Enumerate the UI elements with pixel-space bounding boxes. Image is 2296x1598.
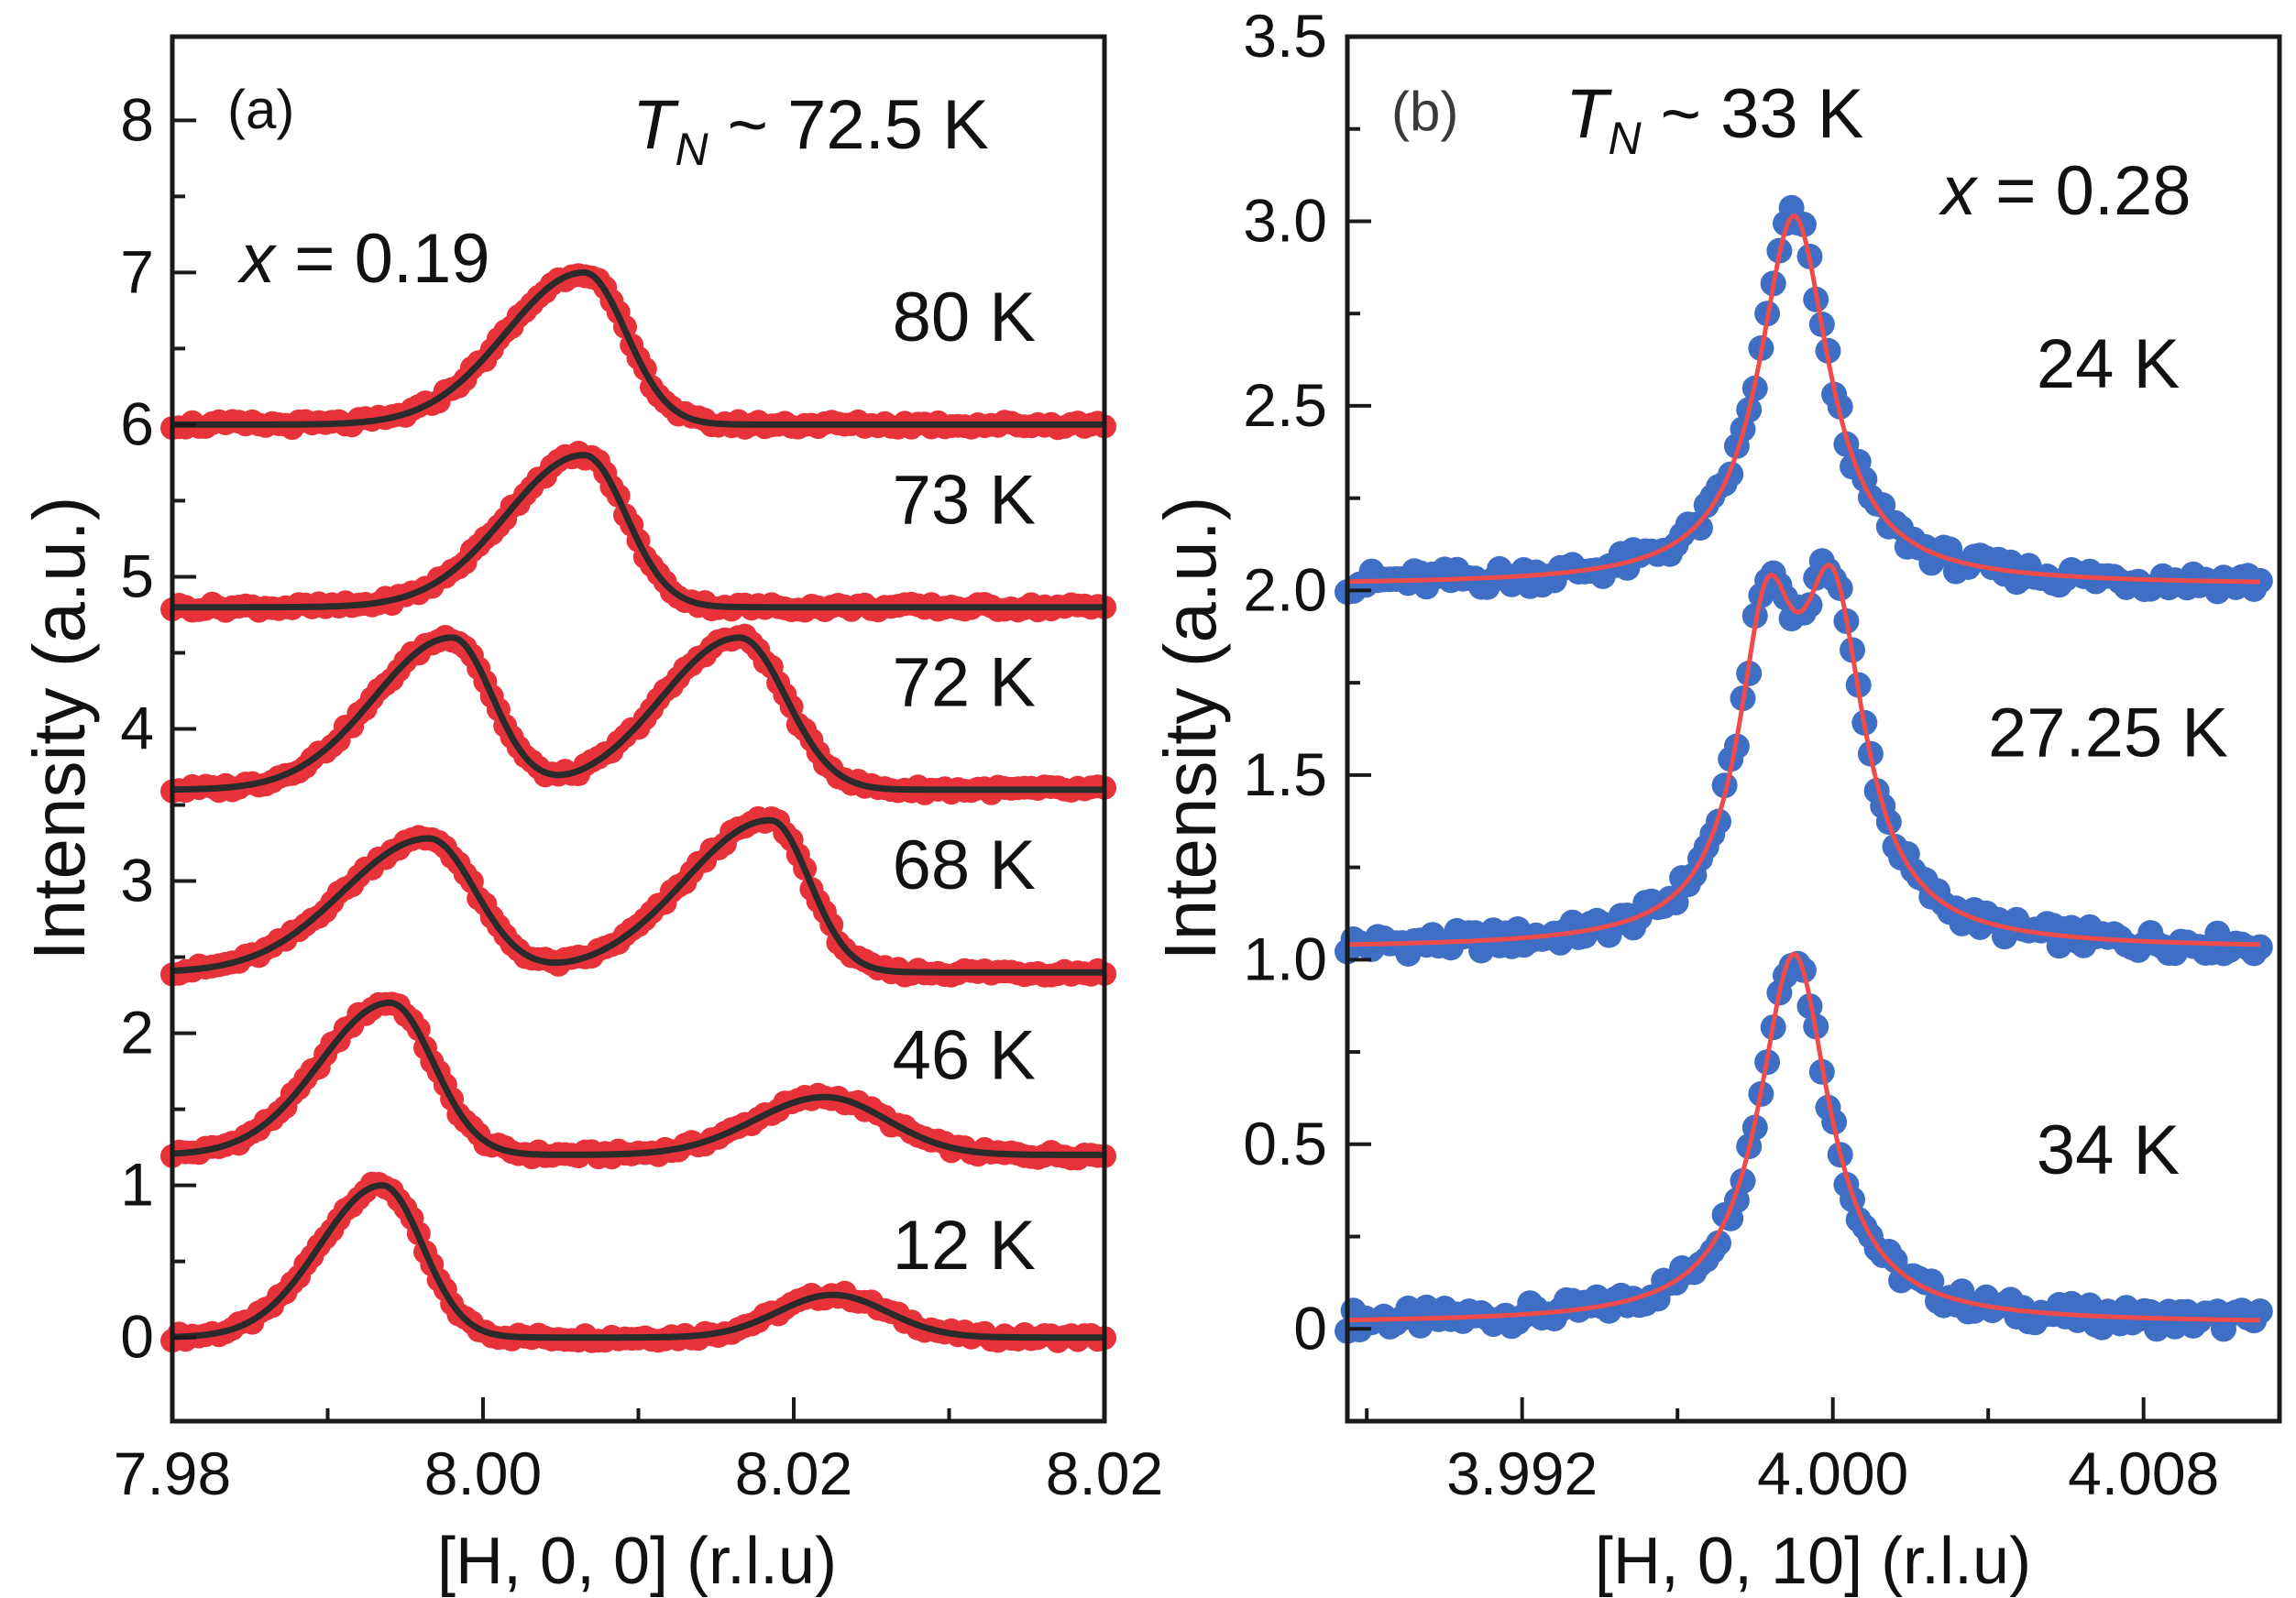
series-label: 80 K: [893, 279, 1036, 356]
panel-a-label: (a): [227, 79, 294, 140]
fit-line: [1346, 562, 2260, 947]
series-46-K: [160, 991, 1116, 1171]
panel-a-x-symbol: x: [236, 220, 278, 298]
y-tick-label: 7: [120, 237, 154, 305]
panel-b-transition-temp: TN ~ 33 K: [1565, 75, 1864, 164]
panel-a-x-value: = 0.19: [275, 220, 490, 298]
series-label: 46 K: [893, 1016, 1036, 1094]
panel-b-x-value: = 0.28: [1976, 152, 2192, 230]
x-tick-label: 4.008: [2068, 1439, 2219, 1507]
y-tick-label: 1: [120, 1151, 154, 1219]
series-34-K: [1335, 950, 2273, 1344]
panel-b-y-axis-label: Intensity (a.u.): [1149, 497, 1231, 961]
panel-a-x-axis-label: [H, 0, 0] (r.l.u): [437, 1525, 837, 1598]
data-point: [1706, 1230, 1731, 1256]
x-tick-label: 4.000: [1757, 1439, 1908, 1507]
panel-b-x-symbol: x: [1938, 152, 1979, 230]
panel-a-plot-area: 12 K 46 K 68 K 72 K 73 K 80 K: [160, 263, 1116, 1353]
panel-a-tn-value: ~ 72.5 K: [709, 86, 989, 164]
panel-a-composition: x = 0.19: [236, 220, 490, 298]
panel-b: 34 K 27.25 K 24 K 0 0.5 1.0 1.5 2.0 2.5 3.0 3.5 3.…: [1149, 2, 2282, 1598]
fit-line: [171, 634, 1104, 794]
y-tick-label: 1.0: [1243, 925, 1327, 992]
series-label: 73 K: [893, 461, 1036, 539]
y-tick-label: 3.0: [1243, 186, 1327, 254]
y-tick-label: 4: [120, 695, 154, 762]
y-tick-label: 2.5: [1243, 371, 1327, 439]
fit-line: [1347, 213, 2260, 585]
panel-b-tn-value: ~ 33 K: [1642, 75, 1864, 153]
fit-line: [172, 268, 1104, 428]
fit-line: [171, 1182, 1104, 1341]
y-tick-label: 2.0: [1243, 555, 1327, 623]
panel-b-label: (b): [1391, 81, 1458, 142]
series-label: 68 K: [893, 826, 1036, 904]
data-point: [2247, 1298, 2273, 1325]
y-tick-label: 1.5: [1243, 740, 1327, 808]
fit-line: [1346, 951, 2260, 1323]
fit-line: [171, 999, 1104, 1158]
series-12-K: [160, 1171, 1116, 1353]
series-80-K: [160, 263, 1116, 441]
y-tick-label: 8: [120, 85, 154, 153]
panel-b-tn-symbol: T: [1565, 75, 1612, 153]
y-tick-label: 5: [120, 542, 154, 609]
x-tick-label: 7.98: [114, 1439, 231, 1507]
panel-a-tn-subscript: N: [675, 124, 709, 175]
y-tick-label: 6: [120, 389, 154, 457]
panel-a-axes: 0 1 2 3 4 5 6 7 8 7.98 8.00 8.02 8.02: [114, 85, 1163, 1507]
x-tick-label: 8.00: [424, 1439, 542, 1507]
y-tick-label: 0.5: [1243, 1110, 1327, 1177]
panel-a: 12 K 46 K 68 K 72 K 73 K 80 K 0 1 2 3 4 5 6 7 8 7.98 8.…: [18, 34, 1163, 1598]
data-point: [1687, 515, 1713, 542]
fit-line: [172, 452, 1104, 611]
panel-a-tn-symbol: T: [632, 86, 679, 164]
series-27-25-K: [1335, 548, 2273, 967]
series-73-K: [160, 441, 1116, 623]
x-tick-label: 8.02: [735, 1439, 852, 1507]
panel-a-transition-temp: TN ~ 72.5 K: [632, 86, 989, 175]
y-tick-label: 2: [120, 999, 154, 1067]
y-tick-label: 3: [120, 847, 154, 914]
series-label: 72 K: [893, 644, 1036, 722]
series-label: 24 K: [2037, 325, 2180, 403]
panel-b-x-axis-label: [H, 0, 10] (r.l.u): [1595, 1525, 2031, 1598]
panel-b-tn-subscript: N: [1608, 113, 1642, 164]
series-label: 34 K: [2037, 1111, 2180, 1189]
series-label: 27.25 K: [1988, 695, 2228, 772]
data-point: [1711, 772, 1738, 799]
x-tick-label: 3.992: [1446, 1439, 1598, 1507]
panel-b-plot-area: 34 K 27.25 K 24 K: [1335, 194, 2273, 1344]
y-tick-label: 0: [120, 1303, 154, 1371]
panel-b-frame: [1345, 34, 2282, 1424]
fit-line: [171, 816, 1104, 976]
series-72-K: [160, 623, 1116, 805]
y-tick-label: 3.5: [1243, 2, 1327, 70]
panel-b-composition: x = 0.28: [1938, 152, 2192, 230]
panel-a-y-axis-label: Intensity (a.u.): [18, 497, 100, 961]
panel-b-axes: 0 0.5 1.0 1.5 2.0 2.5 3.0 3.5 3.992 4.000 4.008: [1243, 2, 2219, 1507]
x-tick-label: 8.02: [1046, 1439, 1163, 1507]
data-point: [2247, 934, 2273, 960]
y-tick-label: 0: [1293, 1294, 1327, 1362]
series-label: 12 K: [893, 1207, 1036, 1285]
